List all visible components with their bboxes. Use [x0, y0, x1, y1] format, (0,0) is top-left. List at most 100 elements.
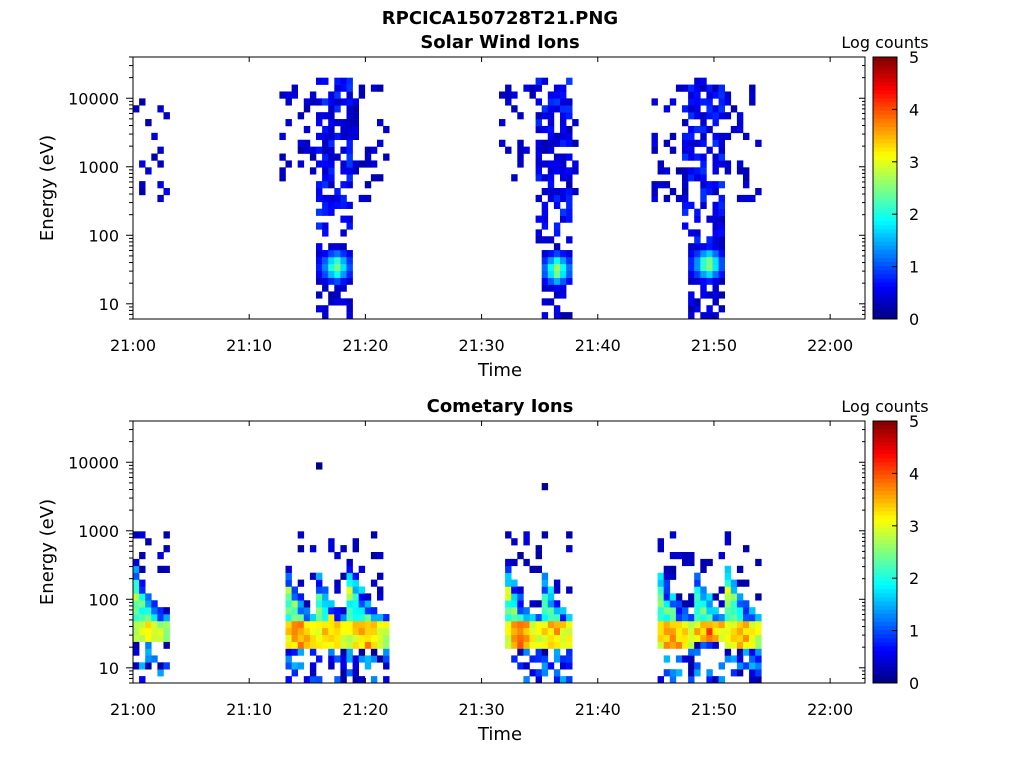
spectrogram-cell: [316, 119, 323, 127]
spectrogram-cell: [712, 593, 719, 601]
spectrogram-cell: [511, 634, 518, 642]
spectrogram-cell: [322, 593, 329, 601]
spectrogram-cell: [139, 579, 146, 587]
spectrogram-cell: [383, 634, 390, 642]
spectrogram-cell: [700, 125, 707, 134]
spectrogram-cell: [706, 291, 713, 299]
spectrogram-cell: [358, 607, 366, 615]
spectrogram-cell: [718, 620, 725, 629]
spectrogram-cell: [743, 132, 750, 141]
colorbar-swatch: [873, 134, 897, 140]
spectrogram-cell: [657, 600, 664, 608]
spectrogram-cell: [663, 194, 671, 203]
spectrogram-cell: [541, 579, 549, 587]
spectrogram-cell: [700, 277, 707, 285]
spectrogram-cell: [383, 627, 390, 636]
spectrogram-cell: [736, 641, 744, 649]
spectrogram-cell: [724, 132, 732, 141]
spectrogram-cell: [560, 655, 567, 663]
spectrogram-cell: [718, 160, 725, 168]
x-tick-label: 21:30: [459, 700, 505, 719]
spectrogram-cell: [541, 531, 549, 539]
colorbar-swatch: [873, 601, 897, 606]
spectrogram-cell: [700, 160, 707, 168]
spectrogram-cell: [669, 98, 677, 106]
spectrogram-cell: [694, 256, 701, 265]
spectrogram-cell: [712, 139, 719, 147]
spectrogram-cell: [523, 538, 530, 546]
spectrogram-cell: [364, 634, 372, 642]
spectrogram-cell: [712, 208, 719, 216]
spectrogram-cell: [316, 222, 323, 230]
colorbar-swatch: [873, 535, 897, 541]
spectrogram-cell: [700, 112, 707, 120]
spectrogram-cell: [285, 641, 292, 649]
spectrogram-cell: [749, 194, 756, 203]
spectrogram-cell: [700, 565, 707, 573]
spectrogram-cell: [718, 250, 725, 258]
spectrogram-cell: [736, 194, 744, 203]
spectrogram-cell: [139, 607, 146, 615]
y-tick-label: 100: [88, 590, 119, 609]
spectrogram-cell: [736, 125, 744, 134]
spectrogram-cell: [694, 125, 701, 134]
spectrogram-cell: [547, 125, 555, 134]
colorbar-swatch: [873, 179, 897, 185]
spectrogram-cell: [133, 634, 140, 642]
spectrogram-cell: [694, 77, 701, 85]
spectrogram-cell: [352, 119, 359, 127]
spectrogram-cell: [322, 222, 329, 230]
spectrogram-cell: [133, 627, 140, 636]
spectrogram-cell: [535, 146, 542, 154]
spectrogram-cell: [340, 125, 347, 134]
spectrogram-cell: [322, 139, 329, 147]
spectrogram-cell: [657, 167, 664, 175]
colorbar-swatch: [873, 167, 897, 173]
spectrogram-cell: [346, 277, 353, 285]
spectrogram-cell: [139, 160, 146, 168]
spectrogram-cell: [724, 167, 732, 175]
spectrogram-cell: [675, 641, 683, 649]
spectrogram-cell: [688, 146, 695, 154]
spectrogram-cell: [535, 160, 542, 168]
spectrogram-cell: [553, 139, 561, 147]
spectrogram-cell: [694, 98, 701, 106]
colorbar-tick-label: 1: [909, 258, 919, 277]
spectrogram-cell: [322, 256, 329, 265]
spectrogram-cell: [541, 208, 549, 216]
spectrogram-cell: [346, 256, 353, 265]
colorbar-swatch: [873, 278, 897, 283]
spectrogram-cell: [303, 627, 311, 636]
spectrogram-cell: [547, 263, 555, 272]
spectrogram-cell: [285, 620, 292, 629]
spectrogram-cell: [541, 277, 549, 285]
spectrogram-cell: [694, 305, 701, 313]
spectrogram-cell: [724, 655, 732, 663]
spectrogram-cell: [151, 620, 158, 629]
spectrogram-cell: [145, 614, 152, 622]
x-tick-label: 21:20: [342, 336, 388, 355]
spectrogram-cell: [724, 593, 732, 601]
spectrogram-cell: [346, 607, 353, 615]
spectrogram-cell: [669, 614, 677, 622]
spectrogram-cell: [712, 91, 719, 99]
colorbar-tick-label: 4: [909, 464, 919, 483]
x-tick-label: 21:40: [575, 700, 621, 719]
spectrogram-cell: [755, 614, 762, 622]
spectrogram-cell: [291, 641, 298, 649]
spectrogram-cell: [334, 119, 341, 127]
spectrogram-cell: [566, 531, 573, 539]
spectrogram-cell: [718, 139, 725, 147]
spectrogram-cell: [712, 607, 719, 615]
spectrogram-cell: [291, 91, 298, 99]
spectrogram-cell: [682, 634, 689, 642]
spectrogram-cell: [328, 125, 335, 134]
spectrogram-cell: [316, 634, 323, 642]
colorbar-frame: [872, 420, 898, 684]
spectrogram-cell: [749, 614, 756, 622]
spectrogram-cell: [694, 153, 701, 161]
spectrogram-cell: [334, 270, 341, 278]
spectrogram-cell: [706, 614, 713, 622]
spectrogram-cell: [541, 270, 549, 278]
spectrogram-cell: [688, 627, 695, 636]
